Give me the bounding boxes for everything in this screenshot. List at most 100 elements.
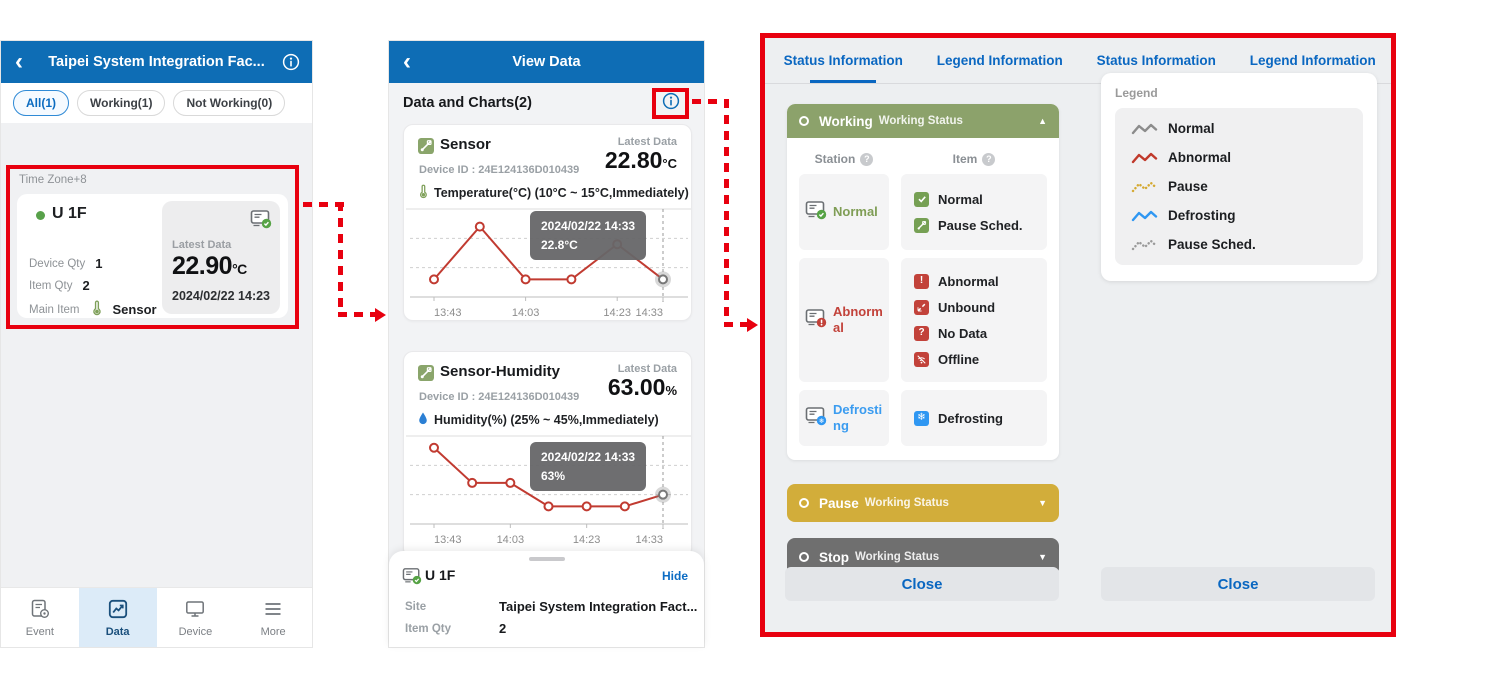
info-icon[interactable]	[662, 92, 680, 115]
arrow-dash-segment	[338, 312, 378, 317]
line-sample-icon	[1131, 123, 1158, 134]
line-sample-icon	[1131, 152, 1158, 163]
tab-legend-information-1[interactable]: Legend Information	[936, 53, 1063, 68]
question-icon[interactable]: ?	[860, 152, 874, 166]
status-ring-icon	[799, 498, 809, 508]
item-statuses-abnormal: ! Abnormal Unbound ? No Data	[901, 258, 1047, 382]
field-item-qty: Item Qty 2	[29, 278, 90, 293]
filter-tab-not-working[interactable]: Not Working(0)	[173, 90, 286, 116]
close-button-legend[interactable]: Close	[1101, 567, 1375, 601]
status-grid: Station? Item? Normal Normal	[787, 138, 1059, 460]
item-status-normal: Normal	[914, 191, 1034, 207]
monitor-check-icon	[250, 209, 272, 234]
item-status-offline: Offline	[914, 351, 1034, 367]
unbound-icon	[914, 299, 929, 315]
back-icon[interactable]: ‹	[15, 48, 23, 75]
svg-text:14:23: 14:23	[573, 534, 601, 546]
station-card[interactable]: U 1F Device Qty 1 Item Qty 2 Main Item Sen…	[17, 194, 288, 318]
nav-item-event[interactable]: Event	[1, 588, 79, 647]
sheet-item-qty-label: Item Qty	[405, 623, 452, 635]
card-title: Sensor-Humidity	[440, 363, 561, 380]
nav-item-data[interactable]: Data	[78, 588, 157, 647]
chart-card-temperature: Sensor Latest Data 22.80°C Device ID : 2…	[403, 124, 692, 321]
pause-section-header[interactable]: Pause Working Status ▼	[787, 484, 1059, 522]
highlight-box-station-card: Time Zone+8 U 1F Device Qty 1 Item Qty 2 M…	[6, 165, 299, 329]
monitor-check-icon	[402, 567, 422, 590]
status-row-normal: Normal Normal Pause Sched.	[799, 174, 1047, 250]
back-icon[interactable]: ‹	[403, 48, 411, 75]
mid-page-title: View Data	[512, 54, 581, 70]
item-status-abnormal: ! Abnormal	[914, 273, 1034, 289]
svg-text:14:33: 14:33	[635, 534, 663, 546]
latest-data-label: Latest Data	[617, 363, 677, 375]
sheet-station-name: U 1F	[425, 567, 456, 583]
tab-status-information-2[interactable]: Status Information	[1096, 53, 1216, 68]
sheet-item-qty-value: 2	[499, 621, 507, 636]
working-status-card: Working Working Status ▲ Station? Item? …	[787, 104, 1059, 460]
legend-item-normal: Normal	[1131, 121, 1347, 136]
status-row-abnormal: Abnormal ! Abnormal Unbound	[799, 258, 1047, 382]
filter-tab-working[interactable]: Working(1)	[77, 90, 166, 116]
tab-legend-information-2[interactable]: Legend Information	[1235, 38, 1392, 83]
working-section-header[interactable]: Working Working Status ▲	[787, 104, 1059, 138]
latest-data-value: 63.00%	[607, 374, 677, 400]
temperature-line-chart[interactable]: 13:43 14:03 14:23 14:33	[406, 201, 691, 323]
filter-tabs: All(1) Working(1) Not Working(0)	[1, 83, 312, 123]
humidity-line-chart[interactable]: 13:43 14:03 14:23 14:33	[406, 428, 691, 550]
latest-data-label: Latest Data	[617, 136, 677, 148]
thermometer-icon	[90, 300, 103, 319]
field-main-item: Main Item Sensor	[29, 300, 157, 319]
sensor-icon	[418, 138, 434, 159]
timezone-label: Time Zone+8	[19, 174, 87, 186]
check-icon	[914, 191, 929, 207]
filter-tab-all[interactable]: All(1)	[13, 90, 69, 116]
exclamation-icon: !	[914, 273, 929, 289]
info-icon[interactable]	[282, 53, 300, 76]
arrow-dash-segment	[692, 99, 728, 104]
latest-data-value: 22.80°C	[604, 147, 677, 173]
legend-item-pause-sched: Pause Sched.	[1131, 237, 1347, 252]
droplet-icon	[417, 411, 429, 429]
latest-data-value: 22.90°C	[172, 252, 247, 280]
station-name: U 1F	[52, 205, 87, 222]
chart-tooltip: 2024/02/22 14:33 63%	[530, 442, 647, 492]
monitor-alert-icon	[805, 308, 827, 333]
data-chart-icon	[107, 598, 129, 623]
card-title: Sensor	[440, 136, 491, 153]
nav-item-device[interactable]: Device	[157, 588, 235, 647]
offline-icon	[914, 351, 929, 367]
arrow-head-icon	[375, 308, 386, 322]
station-status-defrosting: ❄ Defrosting	[799, 390, 889, 446]
drag-handle[interactable]	[528, 557, 565, 561]
station-list-body: Time Zone+8 U 1F Device Qty 1 Item Qty 2 M…	[1, 123, 312, 587]
line-sample-icon	[1131, 239, 1158, 250]
station-status-normal: Normal	[799, 174, 889, 250]
hide-link[interactable]: Hide	[661, 569, 688, 583]
arrow-dash-segment	[303, 202, 344, 207]
latest-data-label: Latest Data	[172, 239, 232, 251]
section-header: Data and Charts(2)	[389, 83, 704, 123]
sheet-site-label: Site	[405, 601, 427, 613]
nav-item-more[interactable]: More	[234, 588, 312, 647]
item-status-no-data: ? No Data	[914, 325, 1034, 341]
station-status-abnormal: Abnormal	[799, 258, 889, 382]
pause-sched-icon	[914, 217, 929, 233]
status-column: Working Working Status ▲ Station? Item? …	[787, 104, 1059, 576]
arrow-head-icon	[747, 318, 758, 332]
svg-text:❄: ❄	[819, 418, 824, 425]
close-button-status[interactable]: Close	[785, 567, 1059, 601]
question-icon[interactable]: ?	[982, 152, 996, 166]
item-status-pause-sched: Pause Sched.	[914, 217, 1034, 233]
monitor-check-icon	[805, 200, 827, 225]
latest-data-card: Latest Data 22.90°C 2024/02/22 14:23	[162, 201, 280, 314]
more-icon	[262, 598, 284, 623]
status-dot	[36, 211, 45, 220]
legend-box: Normal Abnormal Pause Defrosting	[1115, 108, 1363, 265]
tab-status-information-1[interactable]: Status Information	[765, 38, 922, 83]
view-data-screen: ‹ View Data Data and Charts(2) Sensor La…	[388, 40, 705, 648]
line-sample-icon	[1131, 181, 1158, 192]
expand-icon: ▼	[1038, 498, 1047, 508]
question-icon: ?	[914, 325, 929, 341]
highlight-box-info-icon	[652, 88, 689, 119]
